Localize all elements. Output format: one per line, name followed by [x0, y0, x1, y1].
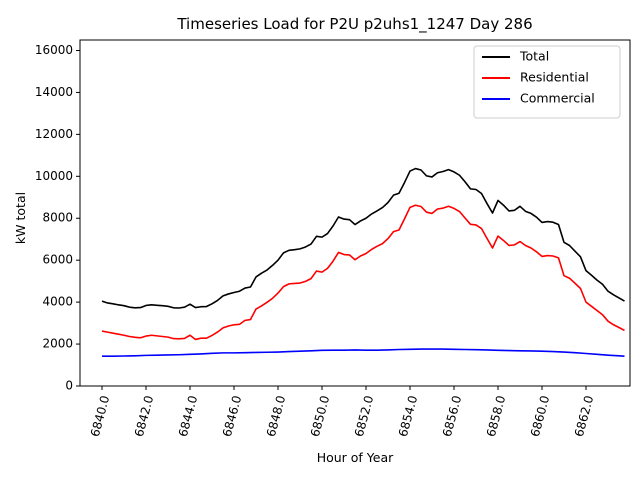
legend-label-commercial: Commercial	[520, 91, 595, 106]
y-tick-label: 14000	[35, 85, 73, 99]
y-tick-label: 0	[65, 379, 73, 393]
x-tick-label: 6854.0	[396, 394, 420, 438]
y-tick-label: 12000	[35, 127, 73, 141]
series-line-commercial	[102, 348, 625, 358]
legend-label-total: Total	[519, 49, 549, 64]
legend-box	[473, 45, 621, 119]
y-tick-label: 6000	[42, 253, 73, 267]
x-tick-label: 6842.0	[132, 394, 156, 438]
series-line-total	[101, 167, 625, 309]
series-layer	[101, 167, 625, 358]
y-tick-label: 8000	[42, 211, 73, 225]
x-tick-label: 6844.0	[176, 394, 200, 438]
x-tick-label: 6846.0	[220, 394, 244, 438]
y-tick-label: 16000	[35, 43, 73, 57]
x-tick-label: 6850.0	[308, 394, 332, 438]
x-tick-label: 6860.0	[528, 394, 552, 438]
plot-frame	[79, 39, 631, 387]
x-tick-label: 6848.0	[264, 394, 288, 438]
x-axis-label: Hour of Year	[317, 450, 394, 465]
y-tick-label: 4000	[42, 295, 73, 309]
x-tick-label: 6862.0	[572, 394, 596, 438]
x-tick-label: 6856.0	[440, 394, 464, 438]
y-tick-label: 10000	[35, 169, 73, 183]
y-tick-label: 2000	[42, 337, 73, 351]
legend-label-residential: Residential	[520, 70, 589, 85]
y-axis-label: kW total	[13, 192, 28, 244]
x-tick-label: 6852.0	[352, 394, 376, 438]
y-axis: 0 2000 4000 6000 8000 10000 12000 14000 16000	[35, 43, 80, 393]
x-tick-label: 6858.0	[484, 394, 508, 438]
chart-title: Timeseries Load for P2U p2uhs1_1247 Day …	[176, 15, 532, 34]
x-tick-label: 6840.0	[88, 394, 112, 438]
series-line-residential	[101, 204, 625, 341]
x-axis: 6840.0 6842.0 6844.0 6846.0 6848.0 6850.0 6852…	[88, 386, 596, 438]
legend: Total Residential Commercial	[473, 45, 621, 119]
